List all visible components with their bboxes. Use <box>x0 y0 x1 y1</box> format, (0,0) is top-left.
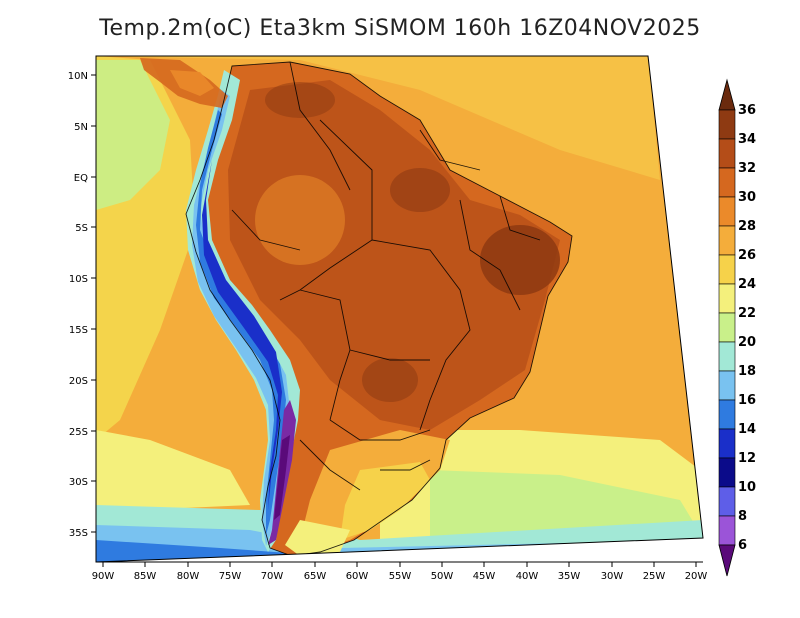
lat-label-5s: 5S <box>75 223 88 234</box>
colorbar-segment <box>718 196 736 227</box>
colorbar-segment <box>718 341 736 372</box>
colorbar-label-6: 6 <box>738 538 747 553</box>
lon-label-25w: 25W <box>643 571 666 582</box>
lat-label-25s: 25S <box>69 427 88 438</box>
lat-label-35s: 35S <box>69 528 88 539</box>
colorbar-segment <box>718 399 736 430</box>
map-frame <box>95 55 704 563</box>
colorbar-label-10: 10 <box>738 480 756 495</box>
latitude-axis: 10N 5N EQ 5S 10S 15S 20S 25S 30S 35S <box>68 71 96 539</box>
colorbar-segment <box>718 109 736 140</box>
colorbar-label-28: 28 <box>738 219 756 234</box>
lon-label-55w: 55W <box>389 571 412 582</box>
colorbar-segment <box>718 225 736 256</box>
colorbar-label-20: 20 <box>738 335 756 350</box>
colorbar-segment <box>718 167 736 198</box>
lon-label-90w: 90W <box>92 571 115 582</box>
colorbar-label-34: 34 <box>738 132 756 147</box>
lon-label-70w: 70W <box>261 571 284 582</box>
lon-label-40w: 40W <box>516 571 539 582</box>
lat-label-5n: 5N <box>74 122 88 133</box>
colorbar-label-8: 8 <box>738 509 747 524</box>
colorbar-segment <box>718 283 736 314</box>
colorbar-top-arrow <box>718 78 736 111</box>
colorbar-label-26: 26 <box>738 248 756 263</box>
colorbar-label-32: 32 <box>738 161 756 176</box>
colorbar-segment <box>718 370 736 401</box>
colorbar-segment <box>718 486 736 517</box>
lat-label-10n: 10N <box>68 71 88 82</box>
colorbar: 36 34 32 30 28 26 24 22 20 18 16 14 12 1… <box>718 78 756 577</box>
lon-label-85w: 85W <box>134 571 157 582</box>
lon-label-50w: 50W <box>431 571 454 582</box>
colorbar-segment <box>718 138 736 169</box>
colorbar-label-30: 30 <box>738 190 756 205</box>
lon-label-80w: 80W <box>177 571 200 582</box>
lon-label-30w: 30W <box>601 571 624 582</box>
colorbar-label-18: 18 <box>738 364 756 379</box>
colorbar-label-16: 16 <box>738 393 756 408</box>
colorbar-label-22: 22 <box>738 306 756 321</box>
map-title: Temp.2m(oC) Eta3km SiSMOM 160h 16Z04NOV2… <box>99 16 701 41</box>
lon-label-20w: 20W <box>685 571 708 582</box>
colorbar-segment <box>718 457 736 488</box>
colorbar-bottom-arrow <box>718 544 736 577</box>
temperature-field <box>96 56 703 562</box>
colorbar-segment <box>718 312 736 343</box>
lon-label-75w: 75W <box>219 571 242 582</box>
longitude-axis: 90W 85W 80W 75W 70W 65W 60W 55W 50W 45W … <box>92 561 708 582</box>
lat-label-30s: 30S <box>69 477 88 488</box>
lat-label-10s: 10S <box>69 274 88 285</box>
colorbar-segment <box>718 515 736 546</box>
lat-label-20s: 20S <box>69 376 88 387</box>
lon-label-35w: 35W <box>558 571 581 582</box>
colorbar-label-36: 36 <box>738 103 756 118</box>
colorbar-segment <box>718 254 736 285</box>
colorbar-label-24: 24 <box>738 277 756 292</box>
lon-label-60w: 60W <box>346 571 369 582</box>
lat-label-15s: 15S <box>69 325 88 336</box>
colorbar-label-14: 14 <box>738 422 756 437</box>
colorbar-label-12: 12 <box>738 451 756 466</box>
lon-label-65w: 65W <box>304 571 327 582</box>
colorbar-segment <box>718 428 736 459</box>
lat-label-eq: EQ <box>74 173 88 184</box>
lon-label-45w: 45W <box>473 571 496 582</box>
country-borders <box>185 61 573 557</box>
